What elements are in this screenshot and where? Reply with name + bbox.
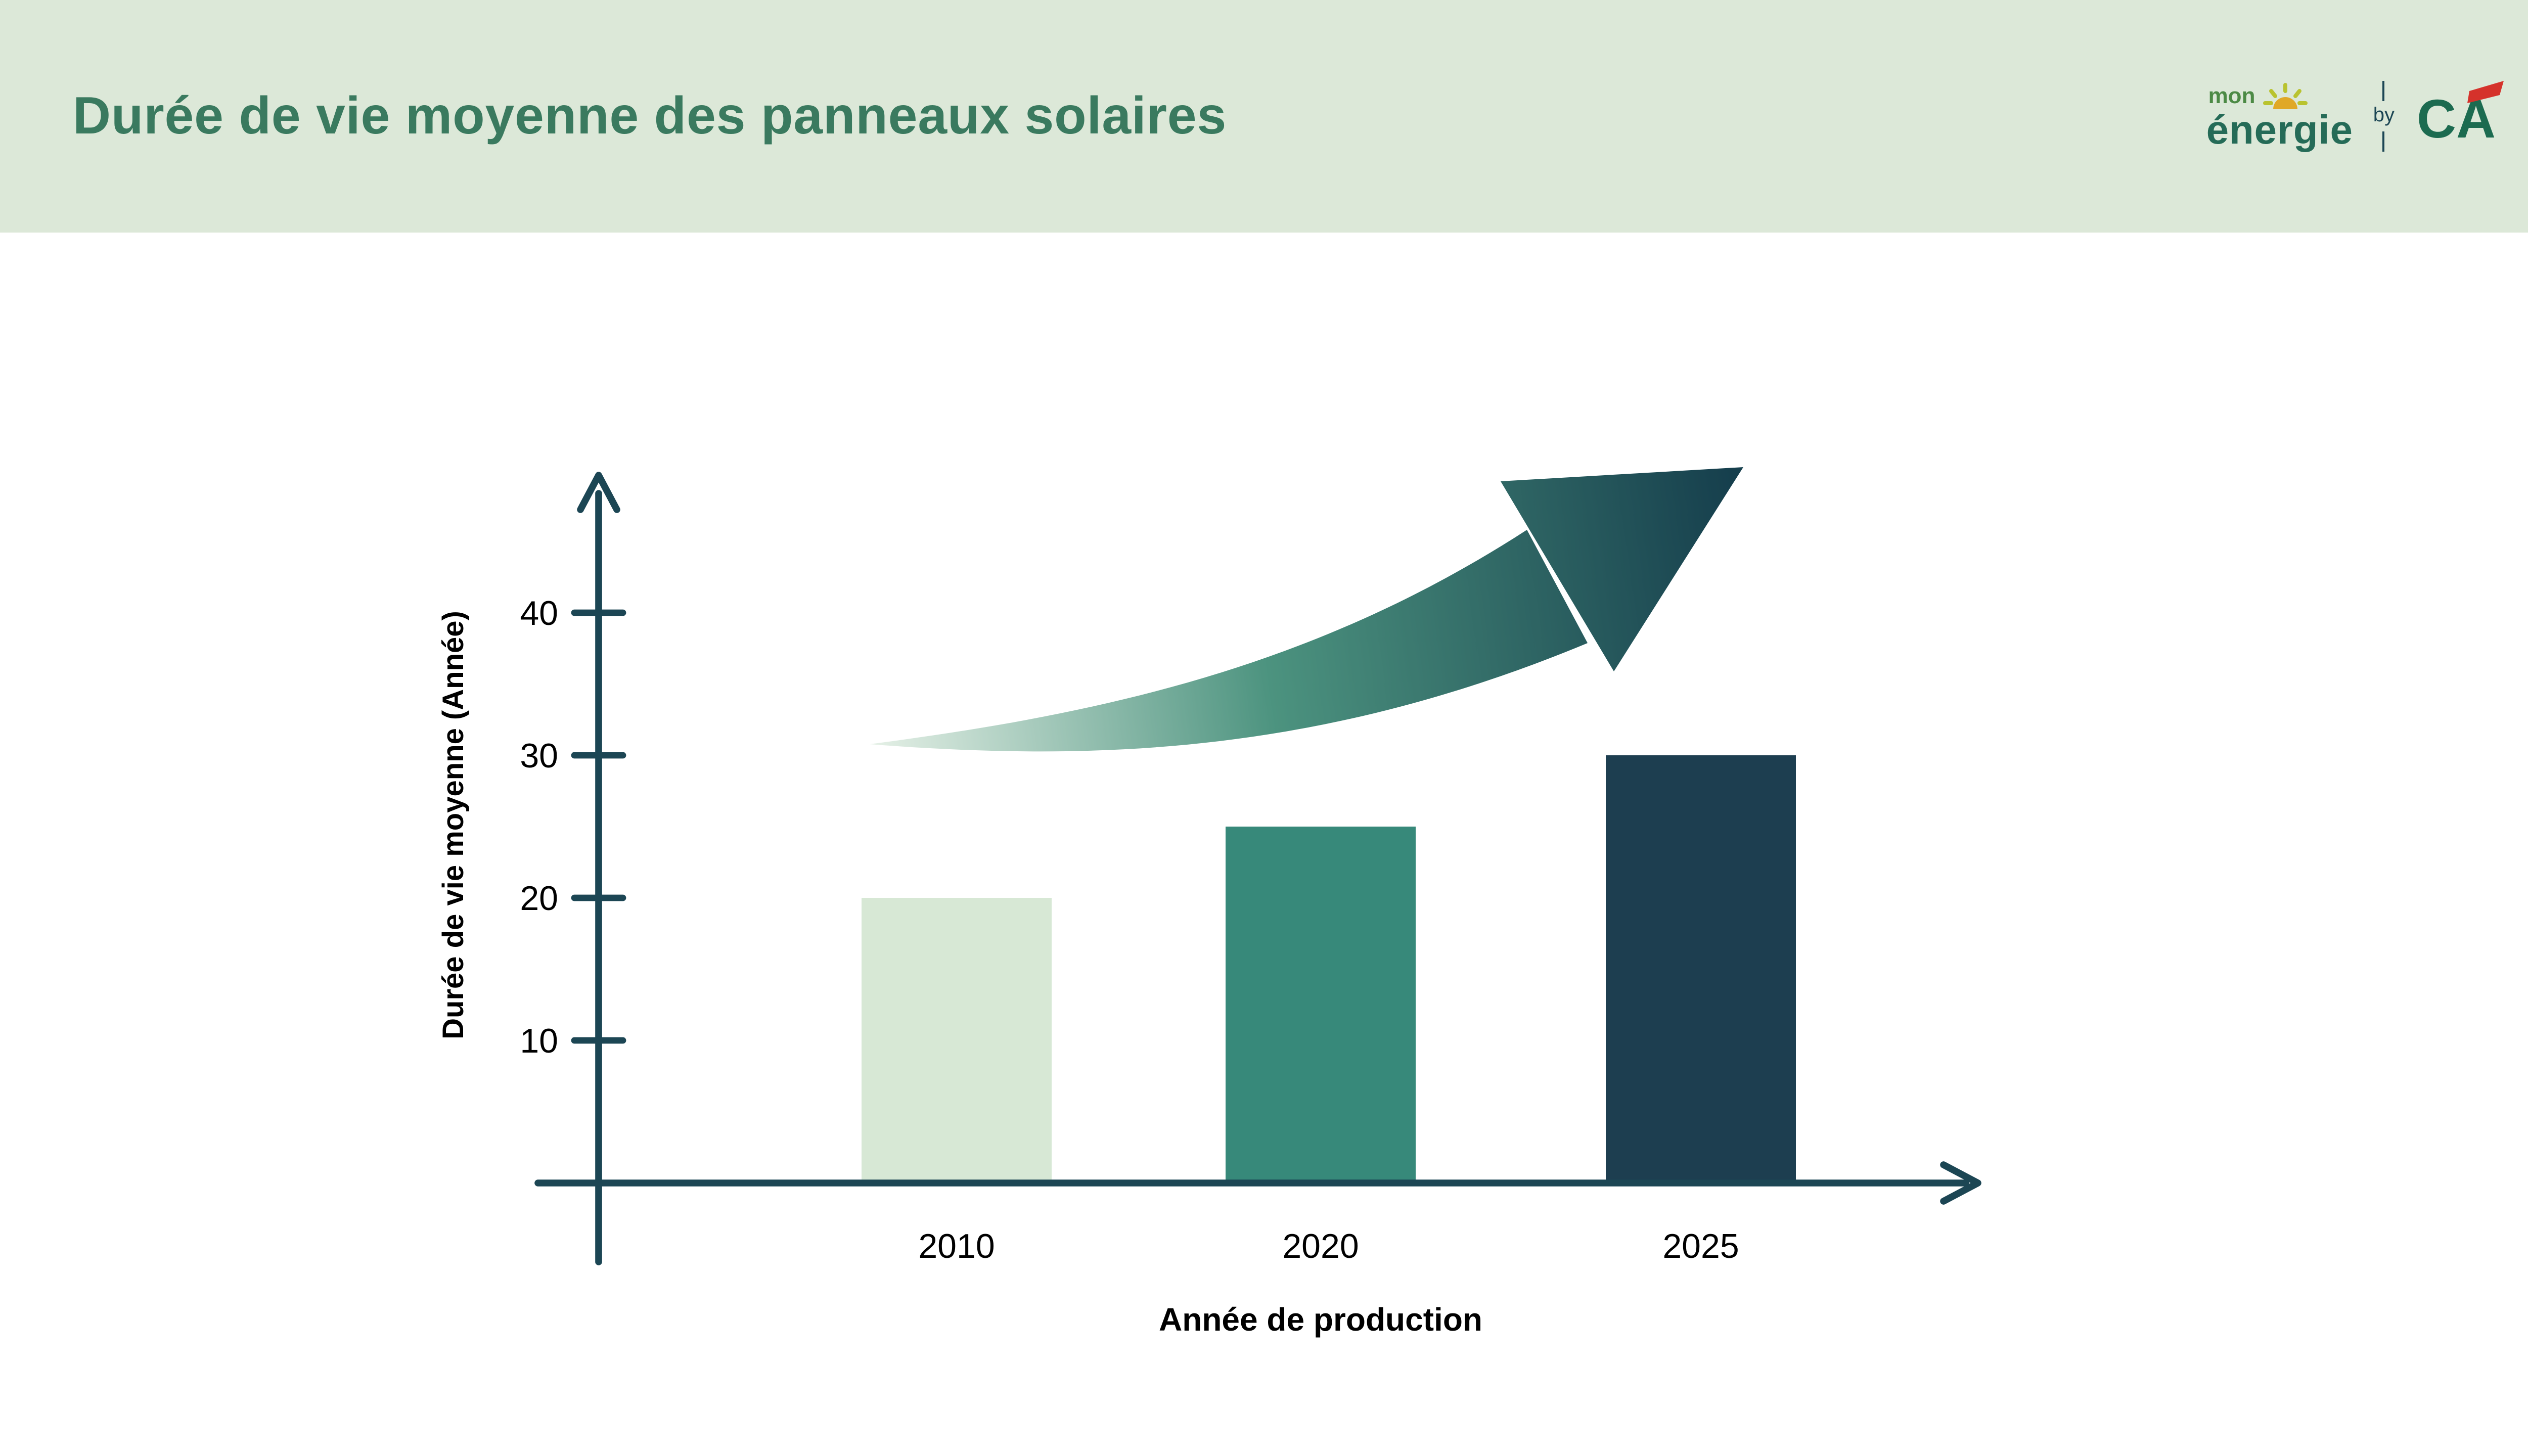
bar-2010 [862,898,1052,1183]
mon-energie-logo: mon énergie [2206,82,2353,151]
logo-divider: by [2373,81,2395,152]
trend-arrow-swoosh [870,530,1588,752]
x-category-label: 2025 [1662,1227,1739,1265]
x-category-label: 2010 [918,1227,995,1265]
header-bar: Durée de vie moyenne des panneaux solair… [0,0,2528,233]
trend-arrow-head [1501,467,1743,671]
ca-red-stripe [2467,80,2504,102]
credit-agricole-logo: CA [2417,80,2504,148]
y-tick-label: 20 [520,879,558,918]
bar-2025 [1606,755,1796,1183]
y-tick-label: 30 [520,737,558,775]
sun-icon [2263,82,2308,108]
brand-logo: mon énergie [2206,78,2508,155]
y-tick-label: 40 [520,594,558,632]
y-tick-label: 10 [520,1022,558,1060]
logo-mon-text: mon [2208,84,2255,108]
y-axis-title: Durée de vie moyenne (Année) [437,611,470,1039]
bar-2020 [1226,827,1416,1183]
logo-by-text: by [2373,105,2395,127]
logo-energie-text: énergie [2206,108,2353,153]
x-axis-title: Année de production [1159,1301,1482,1338]
x-category-label: 2020 [1282,1227,1359,1265]
y-axis-arrowhead [577,472,620,513]
page-title: Durée de vie moyenne des panneaux solair… [73,85,1227,146]
x-axis-arrowhead [1940,1161,1981,1205]
